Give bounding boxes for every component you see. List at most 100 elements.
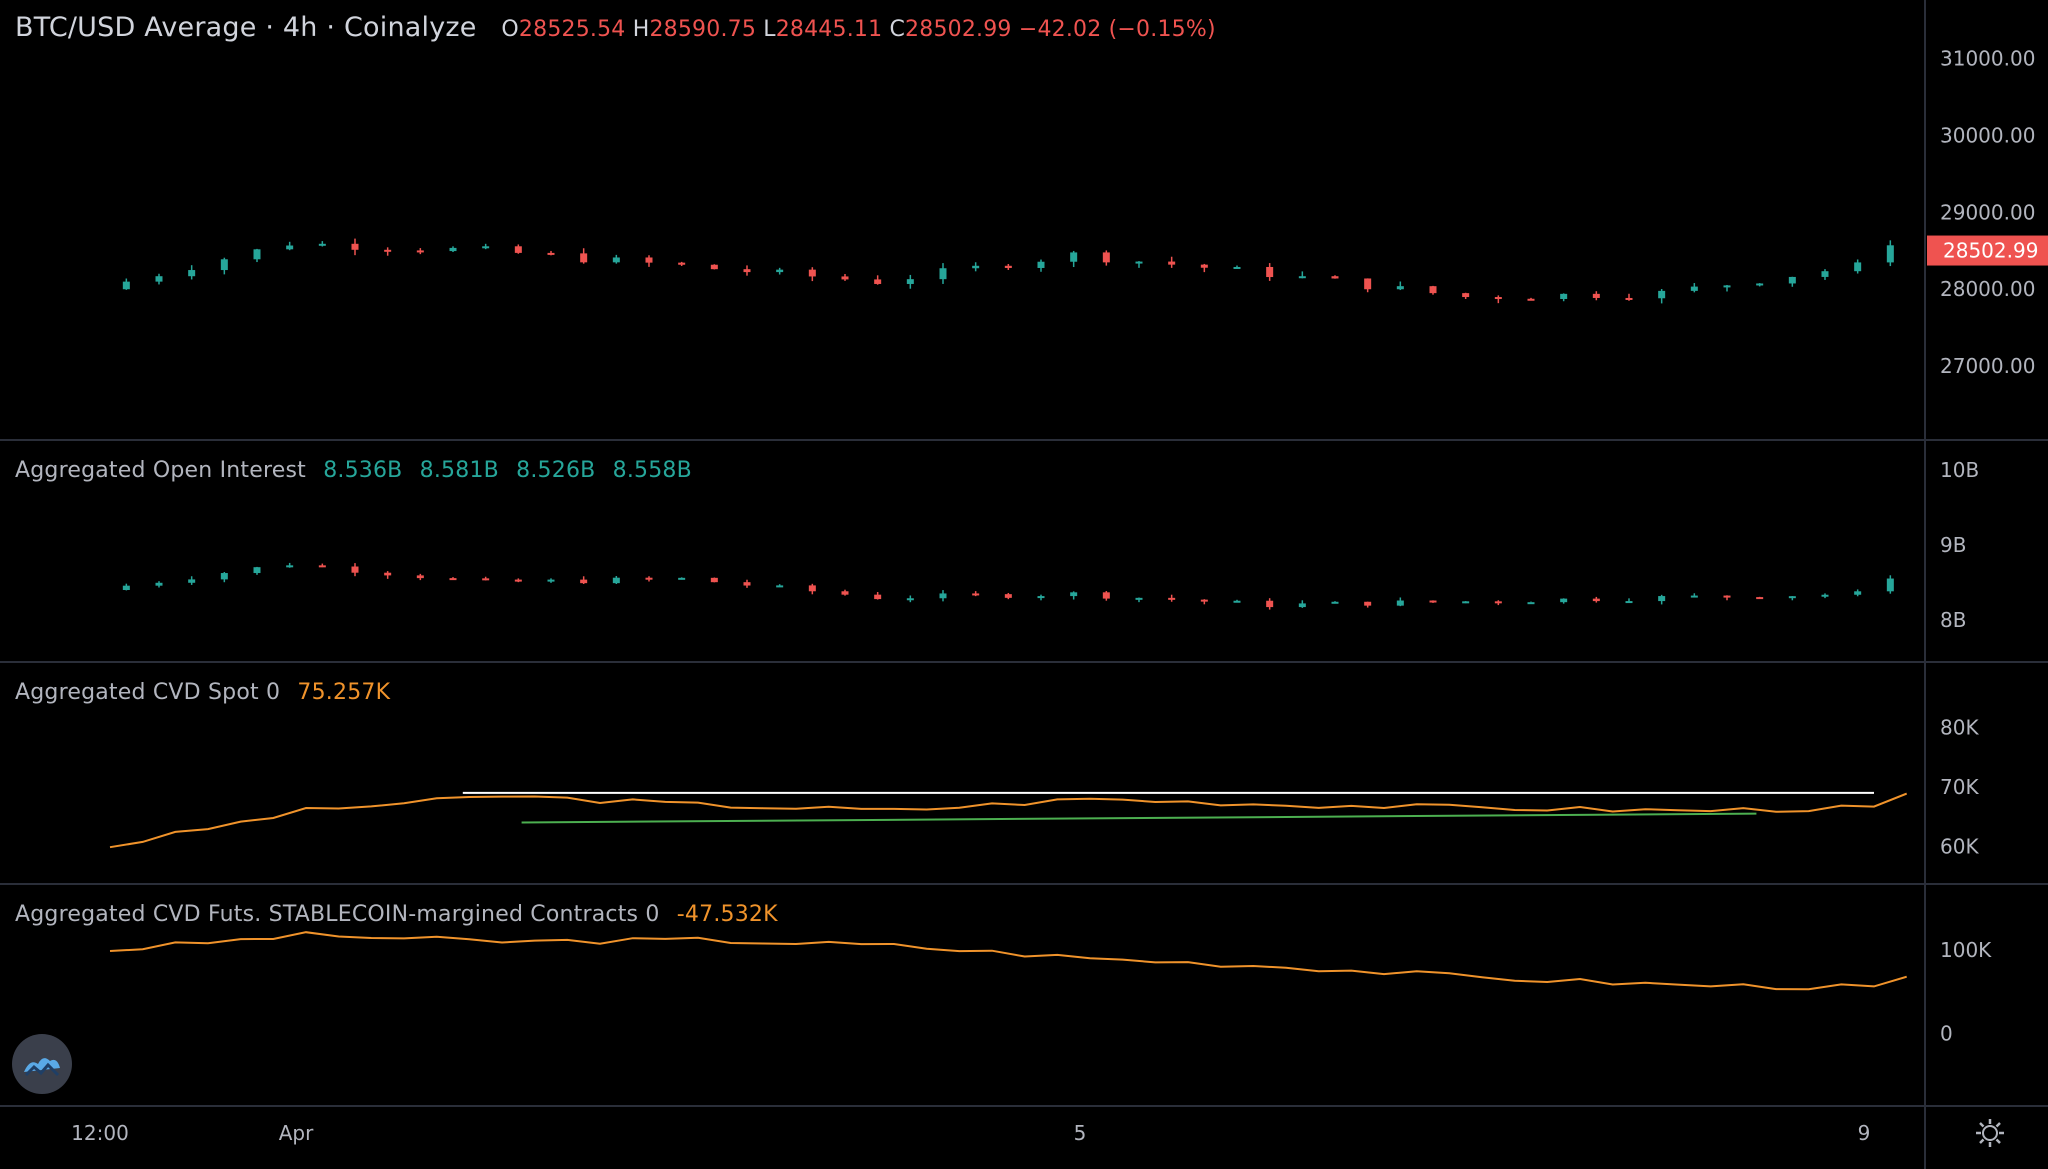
open-label: O [501, 17, 519, 42]
candle-body [1233, 266, 1241, 269]
dot-separator-2: · [326, 12, 344, 43]
candle-body [1298, 603, 1306, 608]
candle-body [1135, 597, 1143, 600]
candle-body [1331, 601, 1339, 604]
candle-body [384, 572, 392, 576]
price-axis-tick: 30000.00 [1940, 123, 2035, 147]
gear-icon[interactable] [1972, 1115, 2008, 1151]
candle-body [1592, 598, 1600, 602]
candle-body [1396, 600, 1404, 606]
candle-body [1560, 293, 1568, 299]
candle-body [547, 579, 555, 582]
low-label: L [763, 17, 776, 42]
candle-body [514, 579, 522, 582]
price-axis-tick: 28000.00 [1940, 277, 2035, 301]
oi-axis-tick: 9B [1940, 533, 1966, 557]
oi-close: 8.558B [612, 458, 692, 483]
candle-body [841, 591, 849, 595]
candle-body [1070, 592, 1078, 597]
candle-body [1658, 596, 1666, 602]
candle-body [710, 577, 718, 583]
candle-body [1788, 276, 1796, 284]
candle-body [1168, 597, 1176, 600]
candle-body [1462, 293, 1470, 298]
candle-body [580, 579, 588, 584]
candle-body [449, 247, 457, 252]
candle-body [1233, 600, 1241, 603]
candle-body [1331, 276, 1339, 279]
candle-body [1135, 261, 1143, 264]
candle-body [253, 249, 261, 260]
candle-body [776, 269, 784, 273]
candle-body [972, 265, 980, 269]
close-label: C [889, 17, 906, 42]
dot-separator-1: · [265, 12, 283, 43]
candle-body [1854, 262, 1862, 272]
high-label: H [632, 17, 650, 42]
candle-body [678, 577, 686, 580]
candle-body [351, 566, 359, 573]
oi-axis-tick: 8B [1940, 608, 1966, 632]
last-price-label: 28502.99 [1943, 239, 2038, 263]
oi-low: 8.526B [516, 458, 596, 483]
cvd-spot-axis-tick: 80K [1940, 716, 1979, 740]
open-interest-title: Aggregated Open Interest [15, 458, 306, 483]
candle-body [384, 249, 392, 252]
candle-body [1854, 591, 1862, 595]
candle-body [547, 252, 555, 255]
candle-body [318, 243, 326, 246]
candle-body [1168, 261, 1176, 265]
oi-high: 8.581B [419, 458, 499, 483]
cvd-spot-title: Aggregated CVD Spot 0 [15, 680, 281, 705]
interval-label: 4h [282, 12, 318, 43]
candle-body [1200, 264, 1208, 268]
cvd-futs-value: -47.532K [676, 902, 778, 927]
cvd-spot-legend: Aggregated CVD Spot 0 75.257K [15, 680, 390, 705]
candle-body [1886, 245, 1894, 263]
candle-body [514, 246, 522, 253]
candle-body [1527, 602, 1535, 605]
candle-body [612, 257, 620, 263]
candle-body [580, 253, 588, 263]
cvd-futs-legend: Aggregated CVD Futs. STABLECOIN-margined… [15, 902, 778, 927]
oi-open: 8.536B [323, 458, 403, 483]
candle-body [1821, 594, 1829, 597]
coinalyze-logo-icon[interactable] [12, 1034, 72, 1094]
candle-body [1266, 266, 1274, 278]
candle-body [1200, 599, 1208, 602]
time-axis-label: 12:00 [71, 1121, 129, 1145]
candle-body [253, 567, 261, 574]
time-axis-label: Apr [279, 1121, 314, 1145]
candle-body [743, 582, 751, 586]
candle-body [1723, 285, 1731, 288]
candle-body [482, 246, 490, 249]
candle-body [776, 585, 784, 588]
candle-body [1756, 283, 1764, 286]
change-value: −42.02 (−0.15%) [1018, 17, 1216, 42]
candle-body [1690, 595, 1698, 598]
cvd-spot-value: 75.257K [297, 680, 391, 705]
candle-body [939, 593, 947, 599]
candle-body [1004, 594, 1012, 598]
candle-body [1037, 596, 1045, 599]
price-axis-tick: 27000.00 [1940, 354, 2035, 378]
gear-glyph [1976, 1119, 2004, 1147]
candle-body [1004, 265, 1012, 268]
candle-body [874, 594, 882, 600]
source-label: Coinalyze [343, 12, 477, 43]
candle-body [1364, 278, 1372, 290]
candle-body [1527, 298, 1535, 301]
candle-body [122, 585, 130, 590]
last-price-badge [1927, 235, 2048, 266]
candle-body [874, 279, 882, 284]
oi-axis-tick: 10B [1940, 458, 1979, 482]
candle-body [1037, 261, 1045, 268]
time-axis-label: 5 [1074, 1121, 1087, 1145]
candle-body [416, 575, 424, 579]
candle-body [1266, 600, 1274, 608]
candle-body [449, 578, 457, 581]
cvd-futs-axis-tick: 100K [1940, 938, 1992, 962]
open-value: 28525.54 [518, 17, 626, 42]
open-interest-legend: Aggregated Open Interest 8.536B 8.581B 8… [15, 458, 692, 483]
